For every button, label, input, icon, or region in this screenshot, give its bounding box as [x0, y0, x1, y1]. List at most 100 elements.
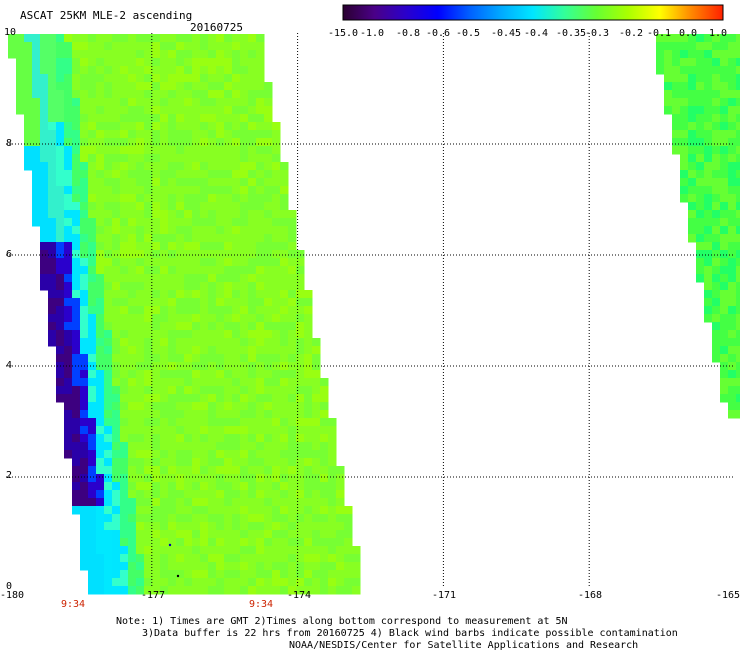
data-cell — [168, 362, 177, 371]
data-cell — [56, 218, 65, 227]
data-cell — [144, 50, 153, 59]
data-cell — [16, 106, 25, 115]
data-cell — [88, 418, 97, 427]
data-cell — [232, 186, 241, 195]
data-cell — [136, 386, 145, 395]
data-cell — [136, 162, 145, 171]
data-cell — [56, 394, 65, 403]
data-cell — [184, 354, 193, 363]
data-cell — [168, 210, 177, 219]
data-cell — [176, 506, 185, 515]
data-cell — [232, 466, 241, 475]
data-cell — [168, 154, 177, 163]
data-cell — [296, 386, 305, 395]
data-cell — [296, 506, 305, 515]
data-cell — [144, 266, 153, 275]
data-cell — [720, 354, 729, 363]
data-cell — [112, 146, 121, 155]
data-cell — [192, 322, 201, 331]
data-cell — [104, 482, 113, 491]
data-cell — [248, 330, 257, 339]
data-cell — [296, 250, 305, 259]
data-cell — [240, 258, 249, 267]
data-cell — [112, 170, 121, 179]
data-cell — [208, 162, 217, 171]
data-cell — [64, 418, 73, 427]
data-cell — [176, 194, 185, 203]
data-cell — [200, 130, 209, 139]
data-cell — [160, 258, 169, 267]
data-cell — [320, 394, 329, 403]
data-cell — [264, 186, 273, 195]
data-cell — [304, 474, 313, 483]
data-cell — [192, 50, 201, 59]
data-cell — [192, 490, 201, 499]
data-cell — [680, 114, 689, 123]
data-cell — [232, 178, 241, 187]
wind-barb-marker — [168, 543, 172, 547]
data-cell — [24, 138, 33, 147]
data-cell — [240, 586, 249, 595]
data-cell — [696, 162, 705, 171]
data-cell — [56, 234, 65, 243]
data-cell — [264, 106, 273, 115]
data-cell — [240, 274, 249, 283]
data-cell — [144, 274, 153, 283]
data-cell — [192, 554, 201, 563]
data-cell — [280, 298, 289, 307]
data-cell — [104, 338, 113, 347]
data-cell — [24, 162, 33, 171]
data-cell — [720, 346, 729, 355]
data-cell — [192, 266, 201, 275]
data-cell — [160, 546, 169, 555]
data-cell — [736, 306, 740, 315]
data-cell — [112, 266, 121, 275]
data-cell — [176, 226, 185, 235]
data-cell — [736, 226, 740, 235]
data-cell — [112, 570, 121, 579]
data-cell — [144, 122, 153, 131]
data-cell — [56, 242, 65, 251]
data-cell — [136, 346, 145, 355]
data-cell — [192, 282, 201, 291]
data-cell — [136, 290, 145, 299]
data-cell — [120, 114, 129, 123]
data-cell — [32, 218, 41, 227]
colorbar-label: -0.5 — [456, 28, 480, 39]
data-cell — [296, 314, 305, 323]
data-cell — [160, 186, 169, 195]
data-cell — [152, 154, 161, 163]
data-cell — [144, 282, 153, 291]
data-cell — [256, 234, 265, 243]
data-cell — [288, 386, 297, 395]
data-cell — [152, 370, 161, 379]
data-cell — [720, 218, 729, 227]
data-cell — [64, 226, 73, 235]
data-cell — [128, 394, 137, 403]
data-cell — [280, 306, 289, 315]
data-cell — [104, 242, 113, 251]
data-cell — [704, 50, 713, 59]
data-cell — [152, 90, 161, 99]
data-cell — [288, 522, 297, 531]
data-cell — [96, 322, 105, 331]
data-cell — [264, 170, 273, 179]
data-cell — [184, 218, 193, 227]
data-cell — [736, 162, 740, 171]
data-cell — [712, 274, 721, 283]
data-cell — [120, 98, 129, 107]
data-cell — [296, 370, 305, 379]
data-cell — [272, 186, 281, 195]
data-cell — [272, 154, 281, 163]
data-cell — [120, 130, 129, 139]
data-cell — [120, 338, 129, 347]
data-cell — [176, 82, 185, 91]
data-cell — [232, 162, 241, 171]
data-cell — [144, 42, 153, 51]
data-cell — [216, 90, 225, 99]
data-cell — [48, 138, 57, 147]
x-tick-label: -165 — [716, 590, 740, 601]
data-cell — [256, 42, 265, 51]
data-cell — [704, 258, 713, 267]
data-cell — [728, 258, 737, 267]
